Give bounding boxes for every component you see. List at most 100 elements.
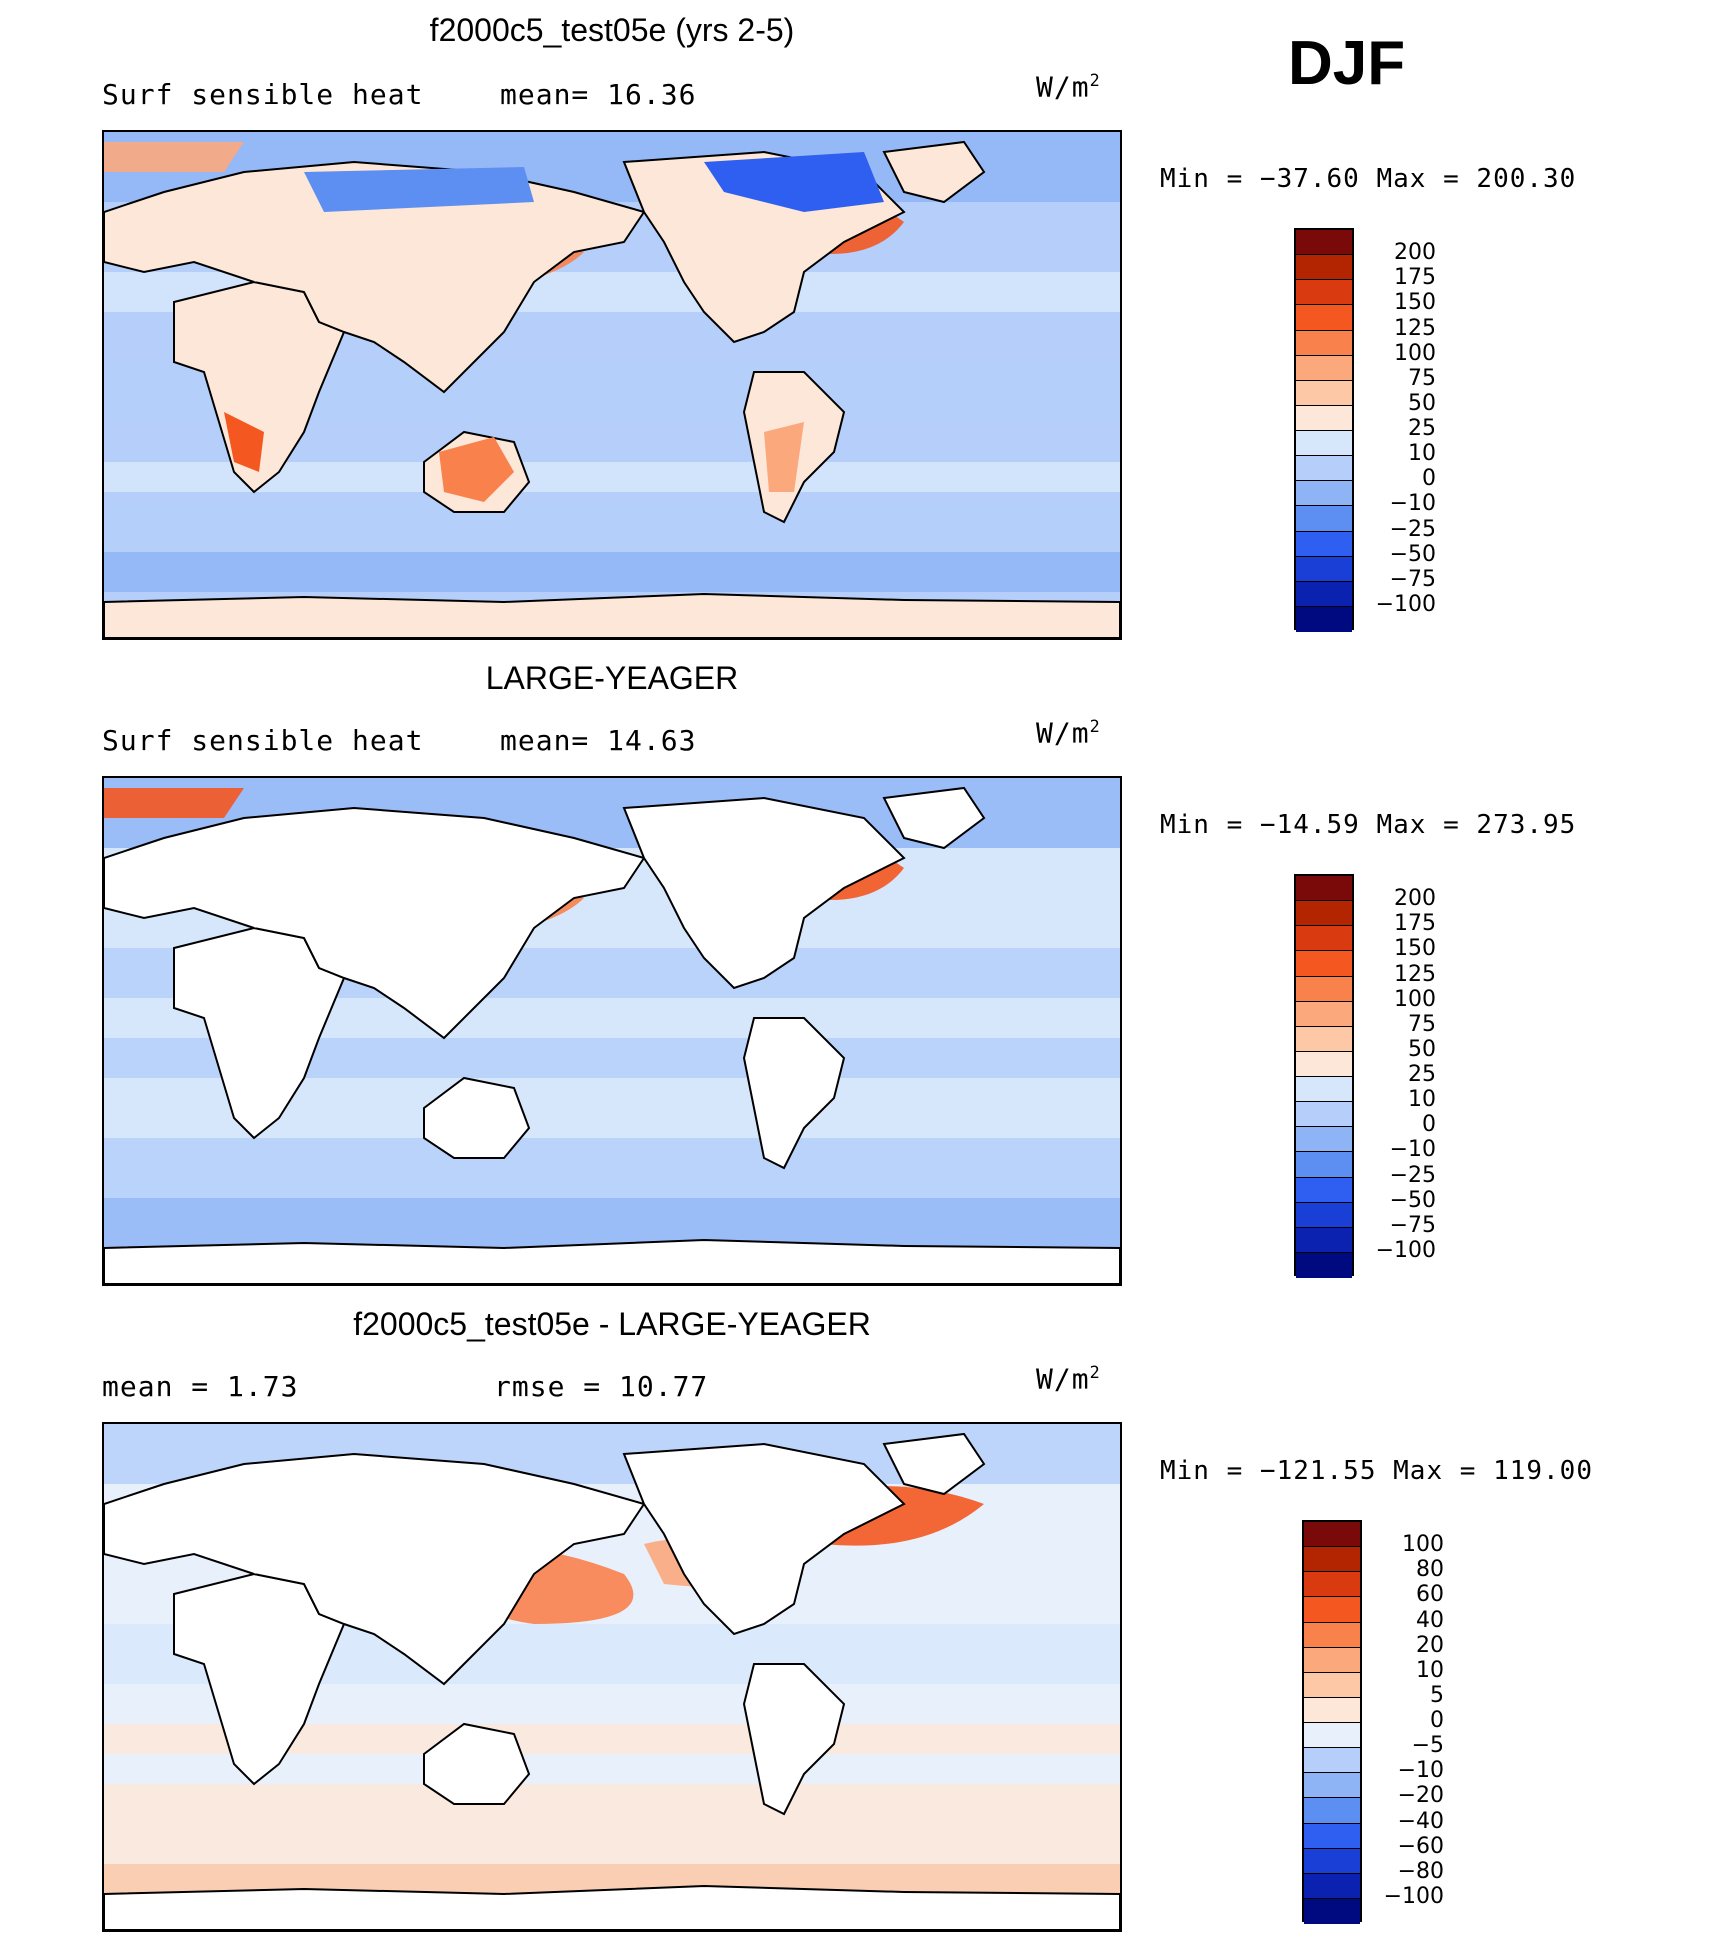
panel-2-mean-label: mean= 14.63 xyxy=(500,724,697,757)
colorbar-tick-label: −10 xyxy=(1389,491,1436,517)
colorbar-tick-label: −80 xyxy=(1397,1858,1444,1884)
panel-1-title: f2000c5_test05e (yrs 2-5) xyxy=(429,12,795,48)
colorbar-tick-label: 10 xyxy=(1408,441,1436,467)
colorbar-tick-label: −50 xyxy=(1389,1187,1436,1213)
colorbar-swatch xyxy=(1296,280,1352,306)
colorbar-tick-label: 60 xyxy=(1416,1582,1444,1608)
colorbar-swatch xyxy=(1304,1622,1360,1648)
colorbar-swatch xyxy=(1296,255,1352,281)
colorbar-tick-label: 75 xyxy=(1408,1011,1436,1037)
colorbar-swatch xyxy=(1304,1748,1360,1774)
colorbar-tick-label: 175 xyxy=(1394,911,1436,937)
colorbar-tick-label: 0 xyxy=(1422,1112,1436,1138)
panel-3-title: f2000c5_test05e - LARGE-YEAGER xyxy=(353,1306,871,1342)
colorbar-swatch xyxy=(1304,1547,1360,1573)
panel-3-rmse-label: rmse = 10.77 xyxy=(494,1370,709,1403)
colorbar-tick-label: 10 xyxy=(1416,1657,1444,1683)
colorbar-tick-label: 125 xyxy=(1394,961,1436,987)
panel-2-units: W/m2 xyxy=(1036,716,1101,750)
colorbar-swatch xyxy=(1296,926,1352,952)
panel-1-minmax: Min = −37.60 Max = 200.30 xyxy=(1160,164,1577,194)
colorbar-swatch xyxy=(1304,1597,1360,1623)
colorbar-tick-label: 25 xyxy=(1408,1062,1436,1087)
colorbar-tick-label: 25 xyxy=(1408,416,1436,441)
colorbar-swatch xyxy=(1304,1572,1360,1598)
colorbar-tick-label: −50 xyxy=(1389,541,1436,567)
colorbar-swatch xyxy=(1304,1898,1360,1924)
colorbar-tick-label: 100 xyxy=(1394,340,1436,366)
colorbar-tick-label: 10 xyxy=(1408,1087,1436,1113)
colorbar-swatch xyxy=(1296,1127,1352,1153)
colorbar-swatch xyxy=(1296,1202,1352,1228)
colorbar-swatch xyxy=(1304,1723,1360,1749)
colorbar-swatch xyxy=(1296,380,1352,406)
colorbar-tick-label: −100 xyxy=(1375,591,1436,617)
panel-1-colorbar xyxy=(1294,228,1354,632)
colorbar-tick-label: −20 xyxy=(1397,1783,1444,1809)
season-label: DJF xyxy=(1288,29,1406,98)
colorbar-swatch xyxy=(1304,1798,1360,1824)
colorbar-swatch xyxy=(1304,1647,1360,1673)
panel-2-map xyxy=(102,776,1122,1286)
colorbar-tick-label: 150 xyxy=(1394,290,1436,316)
panel-1-mean-label: mean= 16.36 xyxy=(500,78,697,111)
panel-2-title: LARGE-YEAGER xyxy=(485,660,739,696)
panel-2-minmax: Min = −14.59 Max = 273.95 xyxy=(1160,810,1577,840)
colorbar-tick-label: 125 xyxy=(1394,315,1436,341)
colorbar-swatch xyxy=(1296,305,1352,331)
colorbar-swatch xyxy=(1296,1077,1352,1103)
colorbar-swatch xyxy=(1296,1051,1352,1077)
colorbar-tick-label: −100 xyxy=(1375,1237,1436,1263)
panel-2-variable-label: Surf sensible heat xyxy=(102,724,424,757)
colorbar-tick-label: −5 xyxy=(1411,1733,1444,1759)
colorbar-tick-label: 150 xyxy=(1394,936,1436,962)
colorbar-swatch xyxy=(1296,976,1352,1002)
colorbar-tick-label: −25 xyxy=(1389,516,1436,542)
panel-1-variable-label: Surf sensible heat xyxy=(102,78,424,111)
colorbar-tick-label: 0 xyxy=(1430,1708,1444,1733)
colorbar-tick-label: 0 xyxy=(1422,466,1436,492)
colorbar-tick-label: 80 xyxy=(1416,1557,1444,1583)
colorbar-swatch xyxy=(1296,1227,1352,1253)
colorbar-tick-label: 50 xyxy=(1408,390,1436,416)
colorbar-tick-label: 100 xyxy=(1402,1532,1444,1558)
colorbar-tick-label: 175 xyxy=(1394,265,1436,291)
colorbar-tick-label: −10 xyxy=(1389,1137,1436,1163)
colorbar-swatch xyxy=(1296,1001,1352,1027)
colorbar-swatch xyxy=(1304,1773,1360,1799)
colorbar-tick-label: −60 xyxy=(1397,1833,1444,1859)
colorbar-swatch xyxy=(1296,1252,1352,1278)
colorbar-swatch xyxy=(1296,581,1352,607)
panel-3-map xyxy=(102,1422,1122,1932)
panel-3-units: W/m2 xyxy=(1036,1362,1101,1396)
colorbar-swatch xyxy=(1296,1177,1352,1203)
panel-3-mean-label: mean = 1.73 xyxy=(102,1370,299,1403)
colorbar-tick-label: 200 xyxy=(1394,240,1436,266)
colorbar-swatch xyxy=(1304,1873,1360,1899)
colorbar-tick-label: 20 xyxy=(1416,1632,1444,1658)
colorbar-swatch xyxy=(1296,876,1352,902)
colorbar-swatch xyxy=(1304,1823,1360,1849)
colorbar-swatch xyxy=(1304,1697,1360,1723)
colorbar-swatch xyxy=(1296,405,1352,431)
panel-3-minmax: Min = −121.55 Max = 119.00 xyxy=(1160,1456,1593,1486)
colorbar-swatch xyxy=(1296,431,1352,457)
colorbar-swatch xyxy=(1296,506,1352,532)
colorbar-swatch xyxy=(1296,1026,1352,1052)
colorbar-tick-label: 50 xyxy=(1408,1036,1436,1062)
colorbar-tick-label: 75 xyxy=(1408,365,1436,391)
colorbar-tick-label: 40 xyxy=(1416,1607,1444,1633)
colorbar-tick-label: −10 xyxy=(1397,1758,1444,1784)
colorbar-tick-label: −75 xyxy=(1389,566,1436,592)
colorbar-swatch xyxy=(1296,355,1352,381)
colorbar-tick-label: −40 xyxy=(1397,1808,1444,1834)
colorbar-swatch xyxy=(1296,901,1352,927)
colorbar-swatch xyxy=(1296,230,1352,256)
colorbar-swatch xyxy=(1296,531,1352,557)
colorbar-swatch xyxy=(1296,1102,1352,1128)
colorbar-swatch xyxy=(1296,556,1352,582)
panel-2-colorbar xyxy=(1294,874,1354,1278)
colorbar-swatch xyxy=(1296,456,1352,482)
colorbar-swatch xyxy=(1296,606,1352,632)
colorbar-tick-label: 100 xyxy=(1394,986,1436,1012)
